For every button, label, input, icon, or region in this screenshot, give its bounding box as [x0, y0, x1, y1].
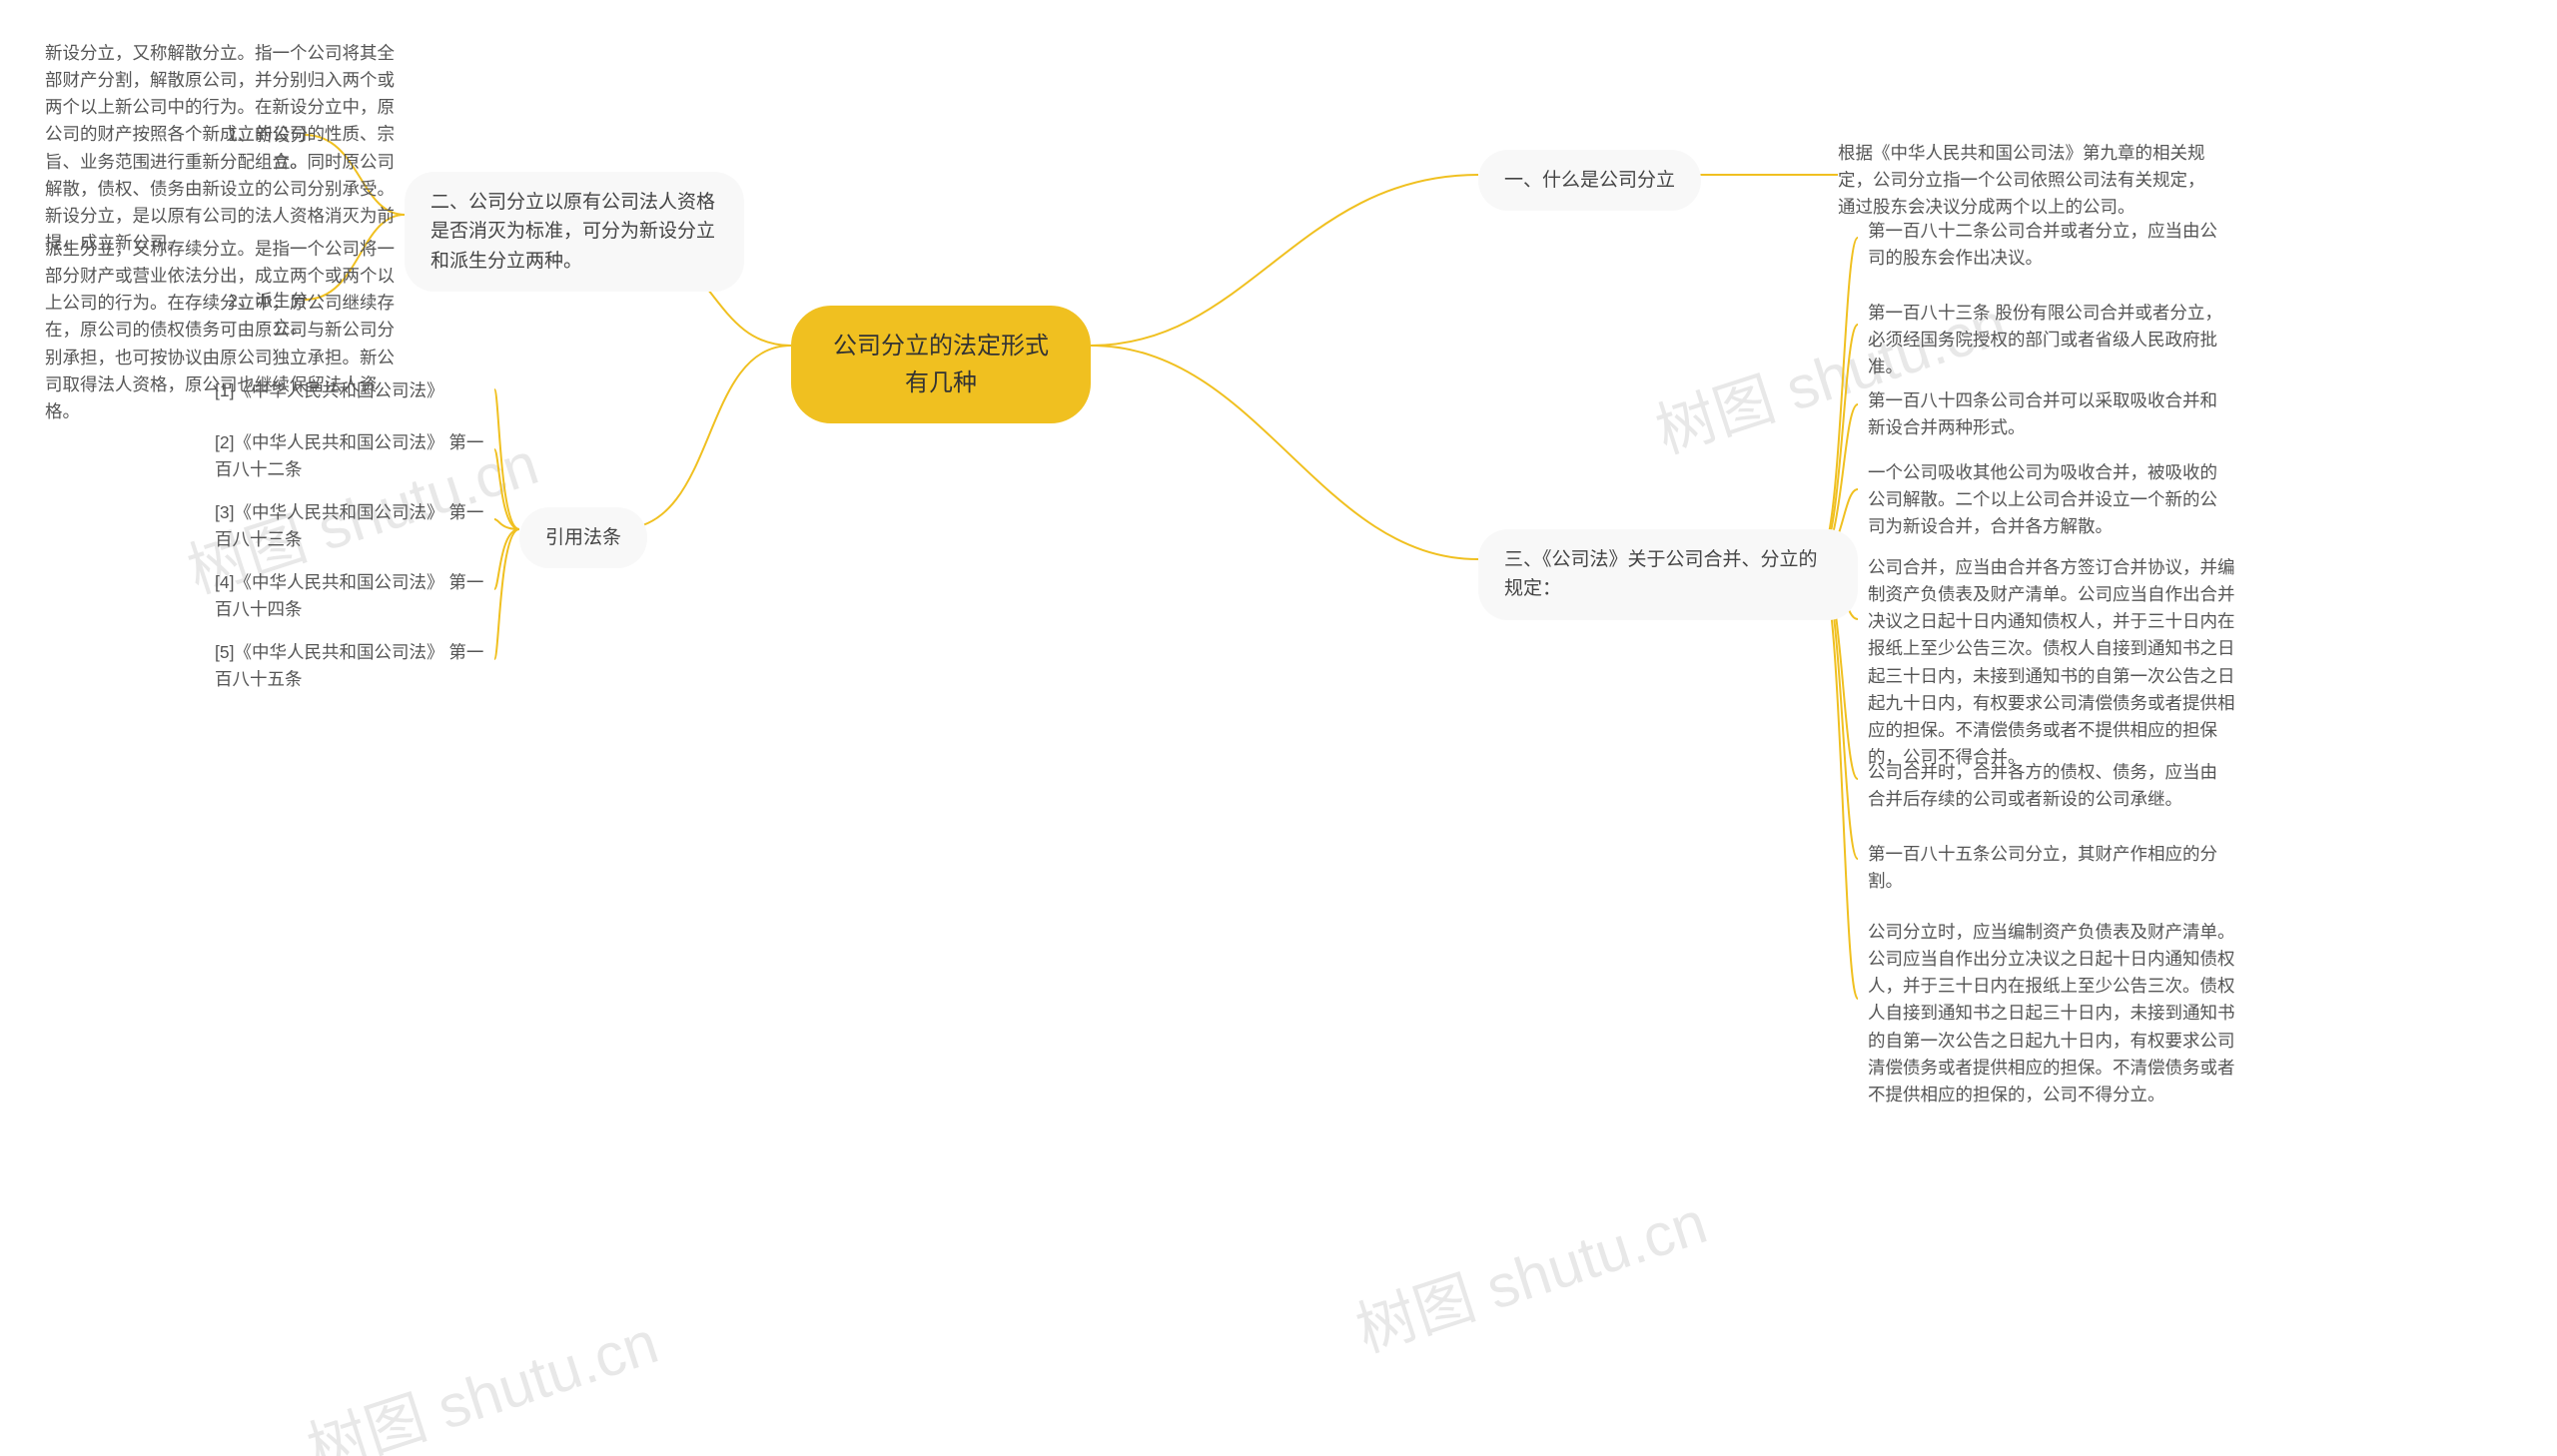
leaf-law-absorb: 一个公司吸收其他公司为吸收合并，被吸收的公司解散。二个以上公司合并设立一个新的公… — [1868, 459, 2227, 540]
branch-what-is[interactable]: 一、什么是公司分立 — [1478, 150, 1701, 211]
leaf-law-split-proc: 公司分立时，应当编制资产负债表及财产清单。公司应当自作出分立决议之日起十日内通知… — [1868, 919, 2237, 1108]
branch-classification[interactable]: 二、公司分立以原有公司法人资格是否消灭为标准，可分为新设分立和派生分立两种。 — [405, 172, 744, 292]
leaf-xinshe-desc: 新设分立，又称解散分立。指一个公司将其全部财产分割，解散原公司，并分别归入两个或… — [45, 40, 405, 257]
leaf-cite-1: [1]《中华人民共和国公司法》 — [215, 377, 494, 404]
leaf-law-183: 第一百八十三条 股份有限公司合并或者分立，必须经国务院授权的部门或者省级人民政府… — [1868, 300, 2227, 380]
leaf-law-184: 第一百八十四条公司合并可以采取吸收合并和新设合并两种形式。 — [1868, 387, 2227, 441]
leaf-law-merge-debt: 公司合并时，合并各方的债权、债务，应当由合并后存续的公司或者新设的公司承继。 — [1868, 759, 2227, 813]
branch-citations[interactable]: 引用法条 — [519, 507, 647, 568]
leaf-cite-3: [3]《中华人民共和国公司法》 第一百八十三条 — [215, 499, 494, 553]
watermark: 树图 shutu.cn — [295, 1294, 667, 1456]
leaf-law-merge-proc: 公司合并，应当由合并各方签订合并协议，并编制资产负债表及财产清单。公司应当自作出… — [1868, 554, 2237, 771]
root-node[interactable]: 公司分立的法定形式有几种 — [791, 306, 1091, 423]
leaf-cite-5: [5]《中华人民共和国公司法》 第一百八十五条 — [215, 639, 494, 693]
watermark: 树图 shutu.cn — [1343, 1174, 1716, 1369]
mindmap-canvas: 树图 shutu.cn 树图 shutu.cn 树图 shutu.cn 树图 s… — [0, 0, 2557, 1456]
leaf-cite-2: [2]《中华人民共和国公司法》 第一百八十二条 — [215, 429, 494, 483]
leaf-what-is-desc: 根据《中华人民共和国公司法》第九章的相关规定，公司分立指一个公司依照公司法有关规… — [1838, 140, 2207, 221]
branch-company-law[interactable]: 三、《公司法》关于公司合并、分立的规定： — [1478, 529, 1858, 620]
leaf-law-185: 第一百八十五条公司分立，其财产作相应的分割。 — [1868, 841, 2227, 895]
leaf-law-182: 第一百八十二条公司合并或者分立，应当由公司的股东会作出决议。 — [1868, 218, 2227, 272]
leaf-cite-4: [4]《中华人民共和国公司法》 第一百八十四条 — [215, 569, 494, 623]
